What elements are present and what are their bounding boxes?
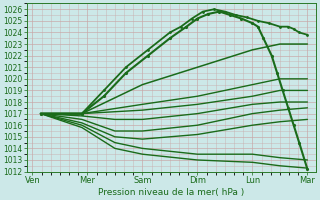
X-axis label: Pression niveau de la mer( hPa ): Pression niveau de la mer( hPa ) (98, 188, 244, 197)
